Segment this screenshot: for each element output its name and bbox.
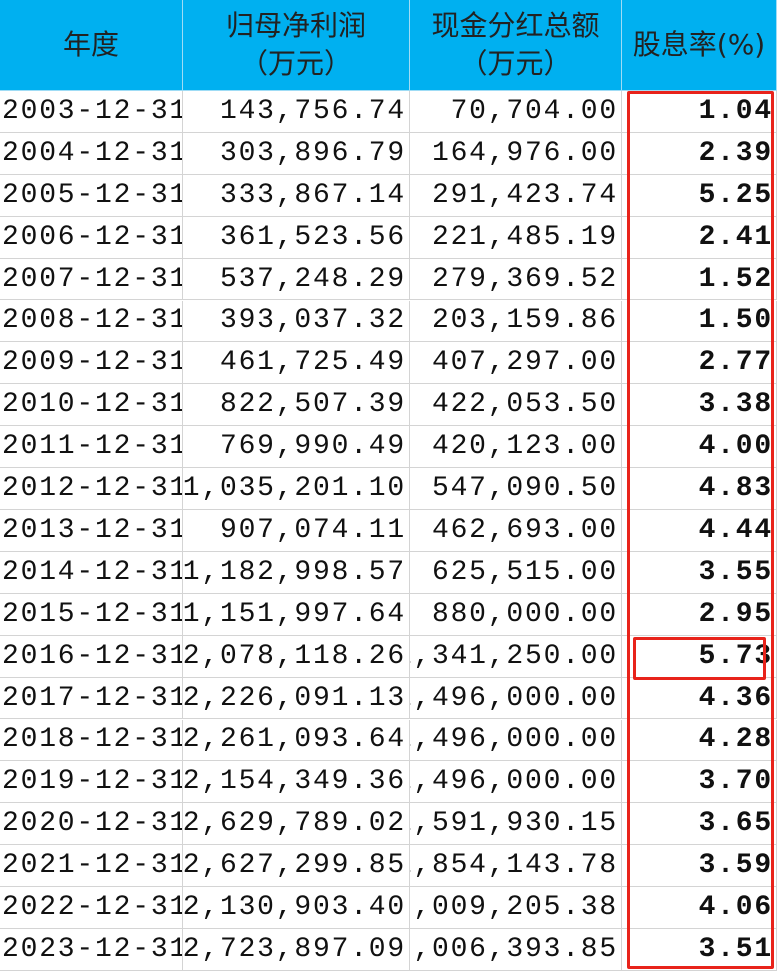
table-cell: 2011-12-31 [0, 426, 183, 469]
highlight-column [627, 91, 774, 969]
table-cell: 2008-12-31 [0, 300, 183, 343]
table-cell: 1,591,930.15 [410, 803, 622, 846]
table-cell: 547,090.50 [410, 468, 622, 510]
table-cell: 3.51 [622, 929, 777, 971]
header-text: 归母净利润 [225, 9, 366, 42]
table-cell: 1,182,998.57 [183, 551, 410, 594]
table-cell: 164,976.00 [410, 132, 622, 175]
table-cell: 2019-12-31 [0, 761, 183, 804]
table-cell: 2.41 [622, 216, 777, 259]
table-cell: 2016-12-31 [0, 635, 183, 678]
table-cell: 2003-12-31 [0, 91, 183, 133]
table-cell: 2004-12-31 [0, 132, 183, 175]
table-cell: 2013-12-31 [0, 510, 183, 552]
table-cell: 420,123.00 [410, 426, 622, 469]
table-cell: 2,226,091.13 [183, 677, 410, 720]
table-cell: 2021-12-31 [0, 845, 183, 888]
table-cell: 5.25 [622, 174, 777, 217]
table-cell: 303,896.79 [183, 132, 410, 175]
table-cell: 907,074.11 [183, 510, 410, 552]
table-cell: 769,990.49 [183, 426, 410, 469]
header-text: 现金分红总额 [431, 9, 600, 42]
table-cell: 2,627,299.85 [183, 845, 410, 888]
table-cell: 393,037.32 [183, 300, 410, 343]
table-cell: 1,151,997.64 [183, 593, 410, 636]
table-cell: 422,053.50 [410, 384, 622, 427]
table-cell: 333,867.14 [183, 174, 410, 217]
table-cell: 537,248.29 [183, 258, 410, 301]
table-cell: 291,423.74 [410, 174, 622, 217]
table-cell: 3.70 [622, 761, 777, 804]
table-cell: 1.52 [622, 258, 777, 301]
table-cell: 279,369.52 [410, 258, 622, 301]
table-cell: 2.39 [622, 132, 777, 175]
table-cell: 1,496,000.00 [410, 677, 622, 720]
table-cell: 2,009,205.38 [410, 887, 622, 929]
table-cell: 2017-12-31 [0, 677, 183, 720]
table-cell: 2007-12-31 [0, 258, 183, 301]
header-cell: 归母净利润 （万元） [183, 0, 410, 91]
table-cell: 1,035,201.10 [183, 468, 410, 510]
table-cell: 2,723,897.09 [183, 929, 410, 971]
table-cell: 462,693.00 [410, 510, 622, 552]
table-cell: 625,515.00 [410, 551, 622, 594]
table-cell: 203,159.86 [410, 300, 622, 343]
table-cell: 1.50 [622, 300, 777, 343]
table-cell: 2015-12-31 [0, 593, 183, 636]
table-cell: 4.00 [622, 426, 777, 469]
header-cell: 现金分红总额 （万元） [410, 0, 622, 91]
table-cell: 2006-12-31 [0, 216, 183, 259]
table-cell: 361,523.56 [183, 216, 410, 259]
table-cell: 1,496,000.00 [410, 719, 622, 762]
table-cell: 2012-12-31 [0, 468, 183, 510]
header-text: （万元） [459, 47, 572, 80]
table-cell: 2,261,093.64 [183, 719, 410, 762]
table-cell: 2,154,349.36 [183, 761, 410, 804]
table-cell: 143,756.74 [183, 91, 410, 133]
table-cell: 880,000.00 [410, 593, 622, 636]
table-cell: 5.73 [622, 635, 777, 678]
table-cell: 407,297.00 [410, 342, 622, 385]
table-cell: 1,854,143.78 [410, 845, 622, 888]
table-cell: 2009-12-31 [0, 342, 183, 385]
table-cell: 2020-12-31 [0, 803, 183, 846]
table-cell: 1,496,000.00 [410, 761, 622, 804]
header-cell: 股息率(%) [622, 0, 777, 91]
table-cell: 70,704.00 [410, 91, 622, 133]
table-cell: 461,725.49 [183, 342, 410, 385]
table-cell: 2,078,118.26 [183, 635, 410, 678]
table-cell: 2005-12-31 [0, 174, 183, 217]
table-cell: 2018-12-31 [0, 719, 183, 762]
table-cell: 221,485.19 [410, 216, 622, 259]
table-cell: 2010-12-31 [0, 384, 183, 427]
table-cell: 4.28 [622, 719, 777, 762]
table-cell: 2,006,393.85 [410, 929, 622, 971]
table-cell: 4.36 [622, 677, 777, 720]
header-text: 年度 [62, 28, 119, 61]
table-cell: 2023-12-31 [0, 929, 183, 971]
table-cell: 2014-12-31 [0, 551, 183, 594]
header-cell: 年度 [0, 0, 183, 91]
table-cell: 1,341,250.00 [410, 635, 622, 678]
table-cell: 3.38 [622, 384, 777, 427]
table-cell: 2,629,789.02 [183, 803, 410, 846]
table-cell: 4.83 [622, 468, 777, 510]
table-cell: 1.04 [622, 91, 777, 133]
header-text: 股息率(%) [632, 28, 766, 61]
table-cell: 2,130,903.40 [183, 887, 410, 929]
table-cell: 2022-12-31 [0, 887, 183, 929]
highlight-cell [633, 637, 766, 680]
header-text: （万元） [239, 47, 352, 80]
table-cell: 822,507.39 [183, 384, 410, 427]
table-cell: 3.59 [622, 845, 777, 888]
